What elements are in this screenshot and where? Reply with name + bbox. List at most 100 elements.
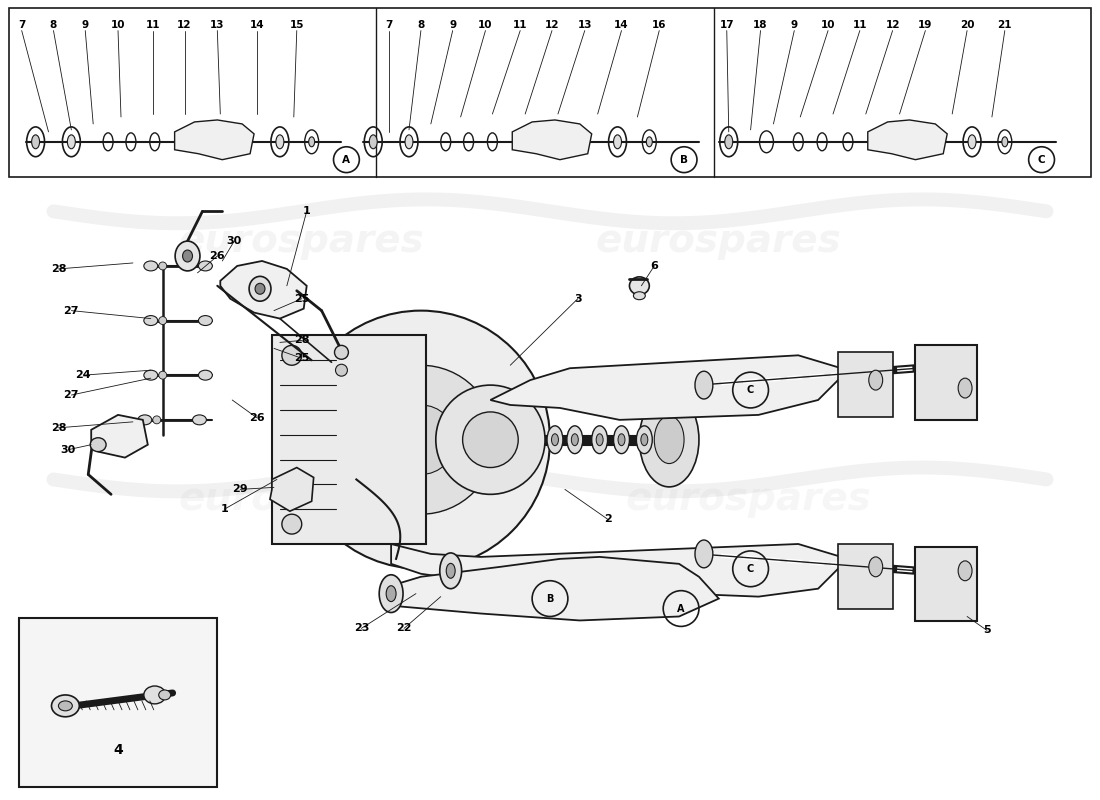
Text: 26: 26 <box>209 251 226 261</box>
Text: 19: 19 <box>918 20 933 30</box>
Circle shape <box>346 366 495 514</box>
Text: 25: 25 <box>294 294 309 304</box>
Ellipse shape <box>958 561 972 581</box>
Text: 26: 26 <box>250 413 265 423</box>
Ellipse shape <box>32 135 40 149</box>
Polygon shape <box>382 557 718 621</box>
Ellipse shape <box>641 434 648 446</box>
Text: B: B <box>547 594 553 604</box>
Text: 12: 12 <box>177 20 191 30</box>
Ellipse shape <box>249 276 271 301</box>
Text: 28: 28 <box>51 423 66 433</box>
Text: 21: 21 <box>998 20 1012 30</box>
Ellipse shape <box>958 378 972 398</box>
Ellipse shape <box>968 135 976 149</box>
Ellipse shape <box>634 292 646 300</box>
Ellipse shape <box>725 135 733 149</box>
Ellipse shape <box>614 426 629 454</box>
Ellipse shape <box>647 137 652 146</box>
Ellipse shape <box>158 371 167 379</box>
Ellipse shape <box>447 563 455 578</box>
Text: C: C <box>747 385 755 395</box>
Ellipse shape <box>654 416 684 463</box>
Polygon shape <box>175 120 254 160</box>
Ellipse shape <box>138 415 152 425</box>
Ellipse shape <box>571 434 579 446</box>
Polygon shape <box>270 467 314 511</box>
Text: 2: 2 <box>604 514 612 524</box>
Text: C: C <box>747 564 755 574</box>
Text: 9: 9 <box>791 20 798 30</box>
Text: eurospares: eurospares <box>179 480 425 518</box>
Ellipse shape <box>405 135 412 149</box>
Text: 11: 11 <box>145 20 160 30</box>
Polygon shape <box>91 415 147 458</box>
Ellipse shape <box>370 135 377 149</box>
Ellipse shape <box>67 135 75 149</box>
Text: 23: 23 <box>353 623 369 634</box>
Ellipse shape <box>153 416 161 424</box>
Ellipse shape <box>695 371 713 399</box>
Text: 11: 11 <box>852 20 867 30</box>
Text: 22: 22 <box>396 623 411 634</box>
Text: 24: 24 <box>76 370 91 380</box>
Text: 1: 1 <box>220 504 228 514</box>
Polygon shape <box>392 544 848 597</box>
Ellipse shape <box>282 346 301 366</box>
Text: A: A <box>342 154 351 165</box>
Text: 12: 12 <box>544 20 559 30</box>
Ellipse shape <box>58 701 73 711</box>
Text: 13: 13 <box>578 20 592 30</box>
Text: 28: 28 <box>51 264 66 274</box>
Circle shape <box>292 310 550 569</box>
Text: 8: 8 <box>50 20 57 30</box>
Bar <box>915 547 977 622</box>
Circle shape <box>463 412 518 467</box>
Text: eurospares: eurospares <box>596 222 842 260</box>
Ellipse shape <box>309 137 315 146</box>
Text: 28: 28 <box>294 335 309 346</box>
Text: 30: 30 <box>227 236 242 246</box>
Text: 10: 10 <box>111 20 125 30</box>
Text: 27: 27 <box>64 306 79 316</box>
Text: 8: 8 <box>417 20 425 30</box>
Ellipse shape <box>440 553 462 589</box>
Text: 7: 7 <box>385 20 393 30</box>
Ellipse shape <box>869 557 882 577</box>
Text: 17: 17 <box>719 20 734 30</box>
Text: 1: 1 <box>302 206 310 216</box>
Ellipse shape <box>596 434 603 446</box>
Text: C: C <box>1037 154 1045 165</box>
Text: 10: 10 <box>478 20 493 30</box>
Text: 14: 14 <box>250 20 264 30</box>
Ellipse shape <box>158 317 167 325</box>
Ellipse shape <box>639 393 698 487</box>
Ellipse shape <box>52 695 79 717</box>
Ellipse shape <box>386 586 396 602</box>
Bar <box>19 618 218 787</box>
Ellipse shape <box>869 370 882 390</box>
Text: 14: 14 <box>614 20 629 30</box>
Ellipse shape <box>158 690 170 700</box>
Bar <box>272 335 426 544</box>
Ellipse shape <box>551 434 559 446</box>
Ellipse shape <box>695 540 713 568</box>
Ellipse shape <box>198 370 212 380</box>
Ellipse shape <box>183 250 192 262</box>
Ellipse shape <box>158 262 167 270</box>
Ellipse shape <box>547 426 563 454</box>
Bar <box>915 346 977 420</box>
Text: 20: 20 <box>960 20 975 30</box>
Text: 25: 25 <box>294 354 309 363</box>
Circle shape <box>386 405 455 474</box>
Text: 6: 6 <box>650 261 658 271</box>
Ellipse shape <box>144 370 157 380</box>
Ellipse shape <box>276 135 284 149</box>
Ellipse shape <box>144 686 166 704</box>
Ellipse shape <box>614 135 622 149</box>
Ellipse shape <box>592 426 607 454</box>
Text: eurospares: eurospares <box>179 222 425 260</box>
Text: B: B <box>680 154 689 165</box>
Text: 3: 3 <box>574 294 582 304</box>
Text: 16: 16 <box>652 20 667 30</box>
